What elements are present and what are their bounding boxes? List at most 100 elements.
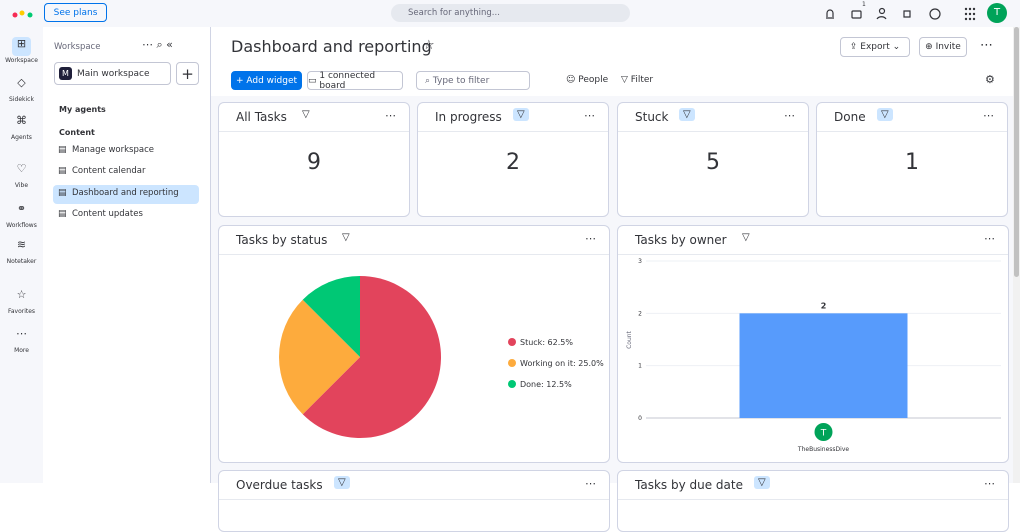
- owner-initial: T: [820, 429, 827, 439]
- my-agents[interactable]: My agents: [59, 105, 106, 114]
- widget-title: All Tasks: [236, 110, 287, 124]
- filter-button[interactable]: ▽ Filter: [621, 75, 654, 85]
- widget-filter[interactable]: ▽: [302, 109, 310, 120]
- sidebar-item-icon: ▤: [58, 188, 67, 198]
- rail-label: Agents: [11, 134, 32, 141]
- people-filter[interactable]: ☺ People: [566, 75, 609, 85]
- pie-slice: [279, 299, 360, 415]
- favorite-star[interactable]: ☆: [423, 38, 435, 53]
- rail-icon[interactable]: ♡: [16, 162, 27, 175]
- invite-label: Invite: [935, 42, 961, 52]
- content-folder[interactable]: Content: [59, 128, 95, 137]
- sidebar-title: Workspace: [54, 42, 101, 52]
- sidebar: [43, 27, 211, 483]
- rail-icon[interactable]: ⚭: [16, 202, 27, 215]
- widget: All Tasks ▽ ⋯ 9: [218, 102, 410, 217]
- filter-label: Filter: [630, 75, 654, 85]
- scroll-thumb[interactable]: [1014, 27, 1019, 277]
- legend-label: Stuck: 62.5%: [520, 338, 573, 347]
- page-title: Dashboard and reporting: [231, 37, 432, 56]
- rail-label: Sidekick: [9, 96, 34, 103]
- scrollbar: [1013, 27, 1020, 483]
- y-tick-label: 1: [638, 363, 642, 370]
- pie-slice: [302, 276, 441, 438]
- widget: Done ▽ ⋯ 1: [816, 102, 1008, 217]
- widget-filter[interactable]: ▽: [679, 108, 695, 121]
- widget-menu[interactable]: ⋯: [585, 232, 596, 245]
- widget: Tasks by owner ▽ ⋯ 0 1 2 3 Count 2 T TheBusinessDi…: [617, 225, 1009, 463]
- widget-divider: [618, 254, 1008, 255]
- widget: Overdue tasks ▽ ⋯: [218, 470, 610, 532]
- widget: Stuck ▽ ⋯ 5: [617, 102, 809, 217]
- widget-filter[interactable]: ▽: [742, 232, 750, 243]
- widget-title: Overdue tasks: [236, 478, 323, 492]
- page: See plans Search for anything... 1 T Wor…: [5, 1, 1020, 532]
- widget-divider: [817, 131, 1007, 132]
- legend-swatch: [508, 338, 516, 346]
- see-plans-label: See plans: [53, 7, 98, 18]
- sidebar-item[interactable]: Dashboard and reporting: [72, 188, 179, 198]
- widget-filter[interactable]: ▽: [877, 108, 893, 121]
- add-button[interactable]: +: [176, 62, 199, 85]
- rail-icon[interactable]: ◇: [17, 76, 26, 89]
- y-tick-label: 0: [638, 415, 642, 422]
- rail-icon[interactable]: ☆: [16, 288, 27, 301]
- sidebar-item[interactable]: Content calendar: [72, 166, 146, 176]
- sidebar-item-icon: ▤: [58, 209, 67, 219]
- sidebar-actions[interactable]: ⋯ ⌕ «: [142, 38, 173, 51]
- x-tick-label: TheBusinessDive: [797, 446, 849, 453]
- widget-divider: [219, 499, 609, 500]
- rail-icon[interactable]: ⋯: [16, 327, 27, 340]
- add-widget-button[interactable]: + Add widget: [231, 71, 302, 90]
- widget-menu[interactable]: ⋯: [984, 477, 995, 490]
- widget-title: Tasks by due date: [635, 478, 743, 492]
- widget-title: Tasks by status: [236, 233, 328, 247]
- widget-divider: [618, 131, 808, 132]
- widget: Tasks by status ▽ ⋯ Stuck: 62.5% Working on …: [218, 225, 610, 463]
- invite-button[interactable]: ⊕ Invite: [919, 37, 967, 57]
- rail-icon[interactable]: ⊞: [16, 37, 27, 50]
- connected-board-button[interactable]: ▭ 1 connected board: [307, 70, 403, 91]
- widget-menu[interactable]: ⋯: [585, 477, 596, 490]
- connected-board-label: 1 connected board: [319, 70, 376, 91]
- sidebar-item[interactable]: Manage workspace: [72, 145, 154, 155]
- widget-menu[interactable]: ⋯: [984, 232, 995, 245]
- bar: [739, 313, 908, 418]
- legend-swatch: [508, 380, 516, 388]
- workspace-icon: M: [59, 67, 72, 80]
- legend-label: Working on it: 25.0%: [520, 359, 604, 368]
- widget-menu[interactable]: ⋯: [983, 109, 994, 122]
- pie-chart: Stuck: 62.5% Working on it: 25.0% Done: 12…: [279, 276, 604, 438]
- search-box[interactable]: Search for anything...: [391, 4, 630, 22]
- export-button[interactable]: ⇪ Export ⌄: [840, 37, 910, 57]
- y-axis-label: Count: [626, 330, 633, 348]
- people-label: People: [578, 75, 609, 85]
- widget-title: In progress: [435, 110, 502, 124]
- notification-count: 1: [862, 1, 866, 8]
- more-menu[interactable]: ⋯: [980, 38, 993, 53]
- y-tick-label: 3: [638, 258, 642, 265]
- workspace-selector[interactable]: Main workspace: [54, 62, 171, 85]
- widget-menu[interactable]: ⋯: [385, 109, 396, 122]
- widget-divider: [219, 131, 409, 132]
- bar-value-label: 2: [821, 301, 827, 310]
- rail-icon[interactable]: ⌘: [16, 114, 27, 127]
- rail-label: Notetaker: [6, 258, 37, 265]
- widget-menu[interactable]: ⋯: [784, 109, 795, 122]
- sidebar-item[interactable]: Content updates: [72, 209, 143, 219]
- settings-icon[interactable]: ⚙: [985, 73, 995, 86]
- filter-input[interactable]: ⌕ Type to filter: [416, 71, 530, 90]
- number-value: 5: [706, 150, 720, 175]
- rail-active-bg: [12, 37, 31, 56]
- widget-filter[interactable]: ▽: [513, 108, 529, 121]
- user-avatar[interactable]: T: [987, 3, 1007, 23]
- y-tick-label: 2: [638, 310, 642, 317]
- rail-icon[interactable]: ≋: [16, 238, 27, 251]
- widget-filter[interactable]: ▽: [342, 232, 350, 243]
- see-plans-button[interactable]: See plans: [44, 3, 107, 22]
- widget-menu[interactable]: ⋯: [584, 109, 595, 122]
- number-value: 1: [905, 150, 919, 175]
- pie-slice: [302, 276, 360, 357]
- widget-title: Done: [834, 110, 866, 124]
- owner-avatar: [814, 423, 833, 441]
